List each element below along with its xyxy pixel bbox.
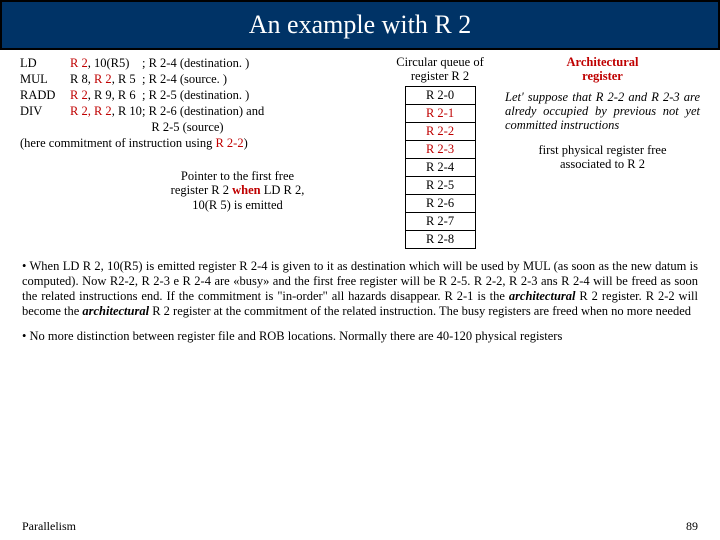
instr-row: RADD R 2, R 9, R 6 ; R 2-5 (destination.… bbox=[20, 88, 375, 103]
queue-cell: R 2-6 bbox=[405, 194, 475, 212]
instr-comment: ; R 2-4 (destination. ) bbox=[142, 56, 375, 71]
instr-row: MUL R 8, R 2, R 5 ; R 2-4 (source. ) bbox=[20, 72, 375, 87]
arch-register-label: Architectural register bbox=[505, 56, 700, 84]
main-row: LD R 2, 10(R5) ; R 2-4 (destination. ) M… bbox=[20, 56, 700, 249]
instr-reg: R 8, R 2, R 5 bbox=[70, 72, 142, 87]
queue-label: Circular queue of register R 2 bbox=[385, 56, 495, 84]
queue-cell: R 2-4 bbox=[405, 158, 475, 176]
instr-op: MUL bbox=[20, 72, 70, 87]
first-free-note: first physical register free associated … bbox=[505, 143, 700, 172]
queue-cell: R 2-7 bbox=[405, 212, 475, 230]
queue-cell: R 2-5 bbox=[405, 176, 475, 194]
bottom-paragraph-1: • When LD R 2, 10(R5) is emitted registe… bbox=[0, 249, 720, 319]
instr-op: RADD bbox=[20, 88, 70, 103]
slide-title: An example with R 2 bbox=[0, 0, 720, 50]
queue-cell: R 2-2 bbox=[405, 122, 475, 140]
queue-cell: R 2-0 bbox=[405, 86, 475, 104]
queue-cell: R 2-1 bbox=[405, 104, 475, 122]
queue-cell: R 2-3 bbox=[405, 140, 475, 158]
right-column: Architectural register Let' suppose that… bbox=[505, 56, 700, 249]
instr-reg: R 2, 10(R5) bbox=[70, 56, 142, 71]
bottom-paragraph-2: • No more distinction between register f… bbox=[0, 319, 720, 344]
footer: Parallelism 89 bbox=[22, 519, 698, 534]
commit-note: (here commitment of instruction using R … bbox=[20, 136, 375, 151]
instr-comment-cont: R 2-5 (source) bbox=[142, 120, 375, 135]
instr-row: LD R 2, 10(R5) ; R 2-4 (destination. ) bbox=[20, 56, 375, 71]
content-area: LD R 2, 10(R5) ; R 2-4 (destination. ) M… bbox=[0, 50, 720, 249]
suppose-note: Let' suppose that R 2-2 and R 2-3 are al… bbox=[505, 90, 700, 133]
page-number: 89 bbox=[686, 519, 698, 534]
instr-comment: ; R 2-4 (source. ) bbox=[142, 72, 375, 87]
instr-op: LD bbox=[20, 56, 70, 71]
instr-row: DIV R 2, R 2, R 10 ; R 2-6 (destination)… bbox=[20, 104, 375, 119]
instr-reg: R 2, R 9, R 6 bbox=[70, 88, 142, 103]
footer-left: Parallelism bbox=[22, 519, 76, 534]
instr-row-cont: R 2-5 (source) bbox=[20, 120, 375, 135]
instruction-column: LD R 2, 10(R5) ; R 2-4 (destination. ) M… bbox=[20, 56, 375, 249]
instr-comment: ; R 2-5 (destination. ) bbox=[142, 88, 375, 103]
queue-table: R 2-0 R 2-1 R 2-2 R 2-3 R 2-4 R 2-5 R 2-… bbox=[405, 86, 476, 249]
pointer-note: Pointer to the first free register R 2 w… bbox=[100, 169, 375, 212]
queue-cell: R 2-8 bbox=[405, 230, 475, 248]
queue-column: Circular queue of register R 2 R 2-0 R 2… bbox=[385, 56, 495, 249]
instr-comment: ; R 2-6 (destination) and bbox=[142, 104, 375, 119]
instr-op: DIV bbox=[20, 104, 70, 119]
instr-reg: R 2, R 2, R 10 bbox=[70, 104, 142, 119]
